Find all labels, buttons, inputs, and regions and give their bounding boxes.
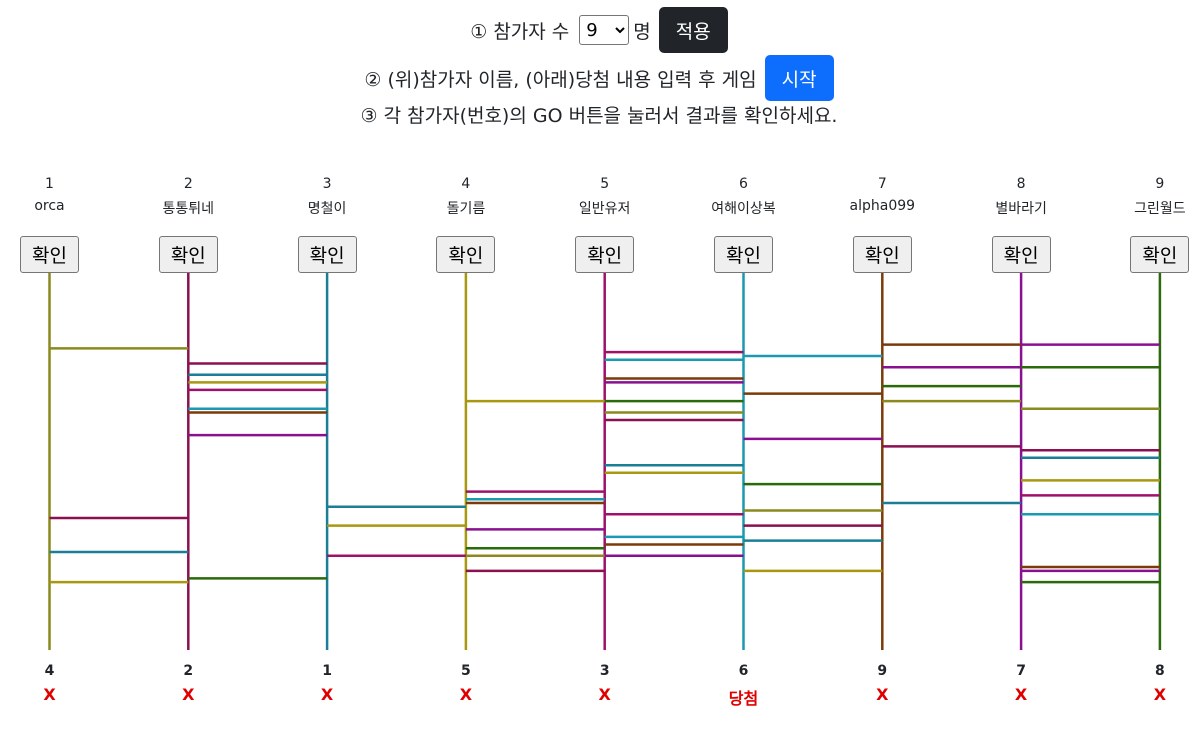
participant-name: 통통튀네 bbox=[162, 201, 215, 217]
result-prize: X bbox=[1014, 685, 1028, 704]
check-button[interactable]: 확인 bbox=[158, 236, 218, 273]
result-number: 4 bbox=[44, 663, 55, 679]
step2-text: ② (위)참가자 이름, (아래)당첨 내용 입력 후 게임 bbox=[364, 68, 757, 91]
check-button[interactable]: 확인 bbox=[991, 236, 1051, 273]
result-number: 9 bbox=[877, 663, 888, 679]
result-number: 5 bbox=[461, 663, 471, 679]
participant-number: 4 bbox=[461, 176, 471, 192]
participant-number: 1 bbox=[45, 176, 54, 192]
result-prize: X bbox=[598, 685, 611, 704]
participant-number: 9 bbox=[1155, 176, 1165, 192]
result-number: 6 bbox=[738, 663, 749, 679]
participant-name: 여해이상복 bbox=[711, 201, 776, 217]
participant-name: orca bbox=[34, 198, 65, 214]
result-number: 2 bbox=[183, 663, 194, 679]
check-button[interactable]: 확인 bbox=[297, 236, 357, 273]
step2-row: ② (위)참가자 이름, (아래)당첨 내용 입력 후 게임 시작 bbox=[0, 54, 1198, 102]
result-prize: X bbox=[459, 685, 473, 704]
participant-name: 명철이 bbox=[307, 201, 347, 217]
result-prize: X bbox=[1153, 685, 1167, 704]
step1-row: ① 참가자 수 9 명 적용 bbox=[0, 6, 1198, 54]
result-prize: X bbox=[43, 685, 56, 704]
participant-name: 일반유저 bbox=[578, 201, 631, 217]
participant-name: 별바라기 bbox=[995, 201, 1047, 217]
result-number: 3 bbox=[599, 663, 610, 679]
participant-number: 2 bbox=[183, 176, 193, 192]
check-button[interactable]: 확인 bbox=[575, 236, 635, 273]
result-number: 1 bbox=[322, 663, 332, 679]
participant-number: 5 bbox=[600, 176, 610, 192]
check-button[interactable]: 확인 bbox=[20, 236, 79, 273]
check-button[interactable]: 확인 bbox=[436, 236, 496, 273]
result-prize: 당첨 bbox=[728, 689, 759, 708]
step1-prefix: ① 참가자 수 bbox=[470, 20, 570, 43]
apply-button[interactable]: 적용 bbox=[658, 7, 728, 53]
result-prize: X bbox=[182, 685, 195, 704]
step3-text: ③ 각 참가자(번호)의 GO 버튼을 눌러서 결과를 확인하세요. bbox=[360, 104, 838, 127]
check-button[interactable]: 확인 bbox=[1130, 236, 1190, 273]
participant-number: 3 bbox=[322, 176, 332, 192]
check-button[interactable]: 확인 bbox=[714, 236, 773, 273]
result-prize: X bbox=[876, 685, 889, 704]
result-number: 8 bbox=[1155, 663, 1165, 679]
participant-count-select[interactable]: 9 bbox=[579, 15, 630, 45]
step1-suffix: 명 bbox=[633, 20, 651, 43]
participant-name: 돌기름 bbox=[446, 201, 486, 217]
participant-name: alpha099 bbox=[849, 198, 916, 214]
result-prize: X bbox=[320, 685, 334, 704]
check-button[interactable]: 확인 bbox=[852, 236, 912, 273]
participant-number: 7 bbox=[877, 176, 887, 192]
step3-row: ③ 각 참가자(번호)의 GO 버튼을 눌러서 결과를 확인하세요. bbox=[0, 96, 1198, 132]
start-button[interactable]: 시작 bbox=[764, 55, 834, 101]
result-number: 7 bbox=[1016, 663, 1026, 679]
participant-number: 6 bbox=[739, 176, 748, 192]
participant-number: 8 bbox=[1016, 176, 1026, 192]
participant-name: 그린월드 bbox=[1134, 201, 1186, 217]
